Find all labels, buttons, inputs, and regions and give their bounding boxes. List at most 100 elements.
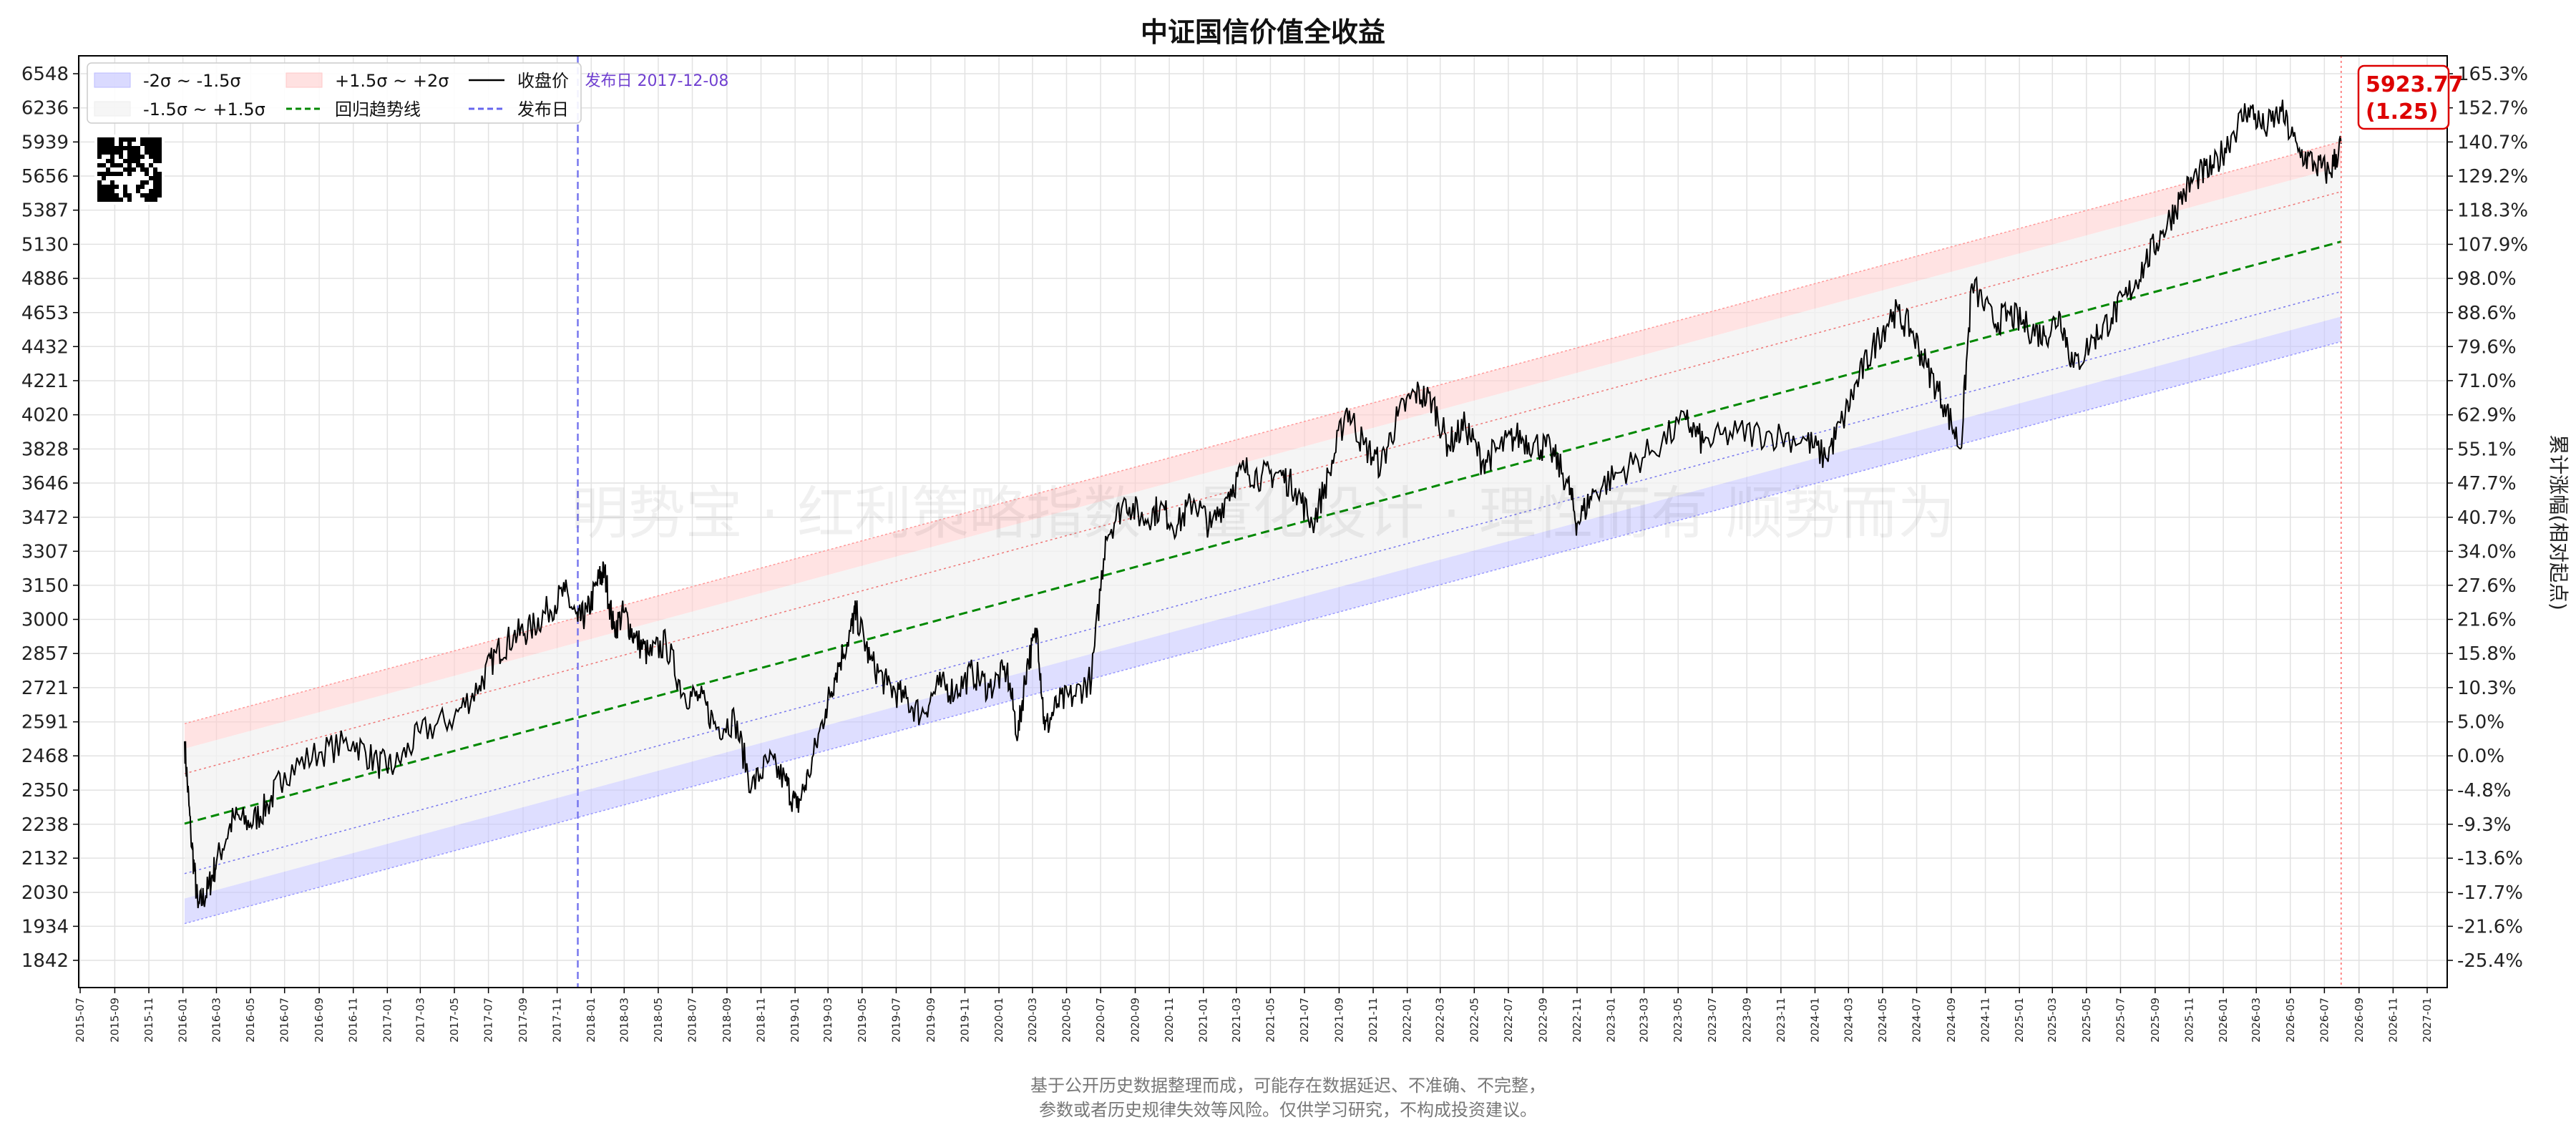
x-tick-label: 2021-09 xyxy=(1332,998,1345,1043)
legend-label: -1.5σ ~ +1.5σ xyxy=(143,99,265,120)
qr-code-cell xyxy=(102,150,106,155)
y-tick-label-left: 5387 xyxy=(21,200,69,222)
qr-code-cell xyxy=(123,167,127,172)
x-tick-label: 2021-07 xyxy=(1298,998,1311,1043)
qr-code-cell xyxy=(132,150,136,155)
qr-code-cell xyxy=(110,163,114,167)
qr-code-cell xyxy=(157,193,162,198)
y-tick-label-left: 3000 xyxy=(21,610,69,631)
trend-line xyxy=(184,240,2342,825)
y-tick-label-right: 15.8% xyxy=(2457,643,2517,665)
qr-code-cell xyxy=(127,142,132,146)
qr-code-cell xyxy=(140,137,145,142)
qr-code-cell xyxy=(102,163,106,167)
x-tick-label: 2019-03 xyxy=(821,998,834,1043)
qr-code-cell xyxy=(123,185,127,189)
qr-code-cell xyxy=(136,163,140,167)
x-tick-label: 2023-01 xyxy=(1605,998,1618,1043)
x-tick-label: 2026-07 xyxy=(2318,998,2331,1043)
y-tick-label-right: 40.7% xyxy=(2457,507,2517,529)
qr-code-cell xyxy=(127,193,132,198)
qr-code-cell xyxy=(149,146,153,150)
y-tick-label-right: 34.0% xyxy=(2457,541,2517,562)
x-tick-label: 2015-11 xyxy=(142,998,155,1043)
y-tick-label-right: -9.3% xyxy=(2457,814,2511,836)
y-tick-label-right: -4.8% xyxy=(2457,780,2511,802)
y-tick-label-right: 165.3% xyxy=(2457,64,2528,85)
qr-code-cell xyxy=(102,176,106,180)
qr-code-cell xyxy=(136,146,140,150)
qr-code-cell xyxy=(127,159,132,163)
x-tick-label: 2018-01 xyxy=(585,998,597,1043)
qr-code-cell xyxy=(145,180,149,185)
y-tick-label-right: 21.6% xyxy=(2457,610,2517,631)
qr-code-cell xyxy=(102,193,106,198)
x-tick-label: 2019-05 xyxy=(856,998,869,1043)
x-tick-label: 2025-07 xyxy=(2114,998,2127,1043)
qr-code-cell xyxy=(110,172,114,176)
y-tick-label-right: 62.9% xyxy=(2457,405,2517,427)
qr-code-cell xyxy=(153,142,157,146)
x-tick-label: 2022-07 xyxy=(1502,998,1515,1043)
qr-code-cell xyxy=(140,185,145,189)
qr-code-cell xyxy=(153,155,157,159)
x-tick-label: 2017-03 xyxy=(414,998,426,1043)
qr-code-icon xyxy=(94,135,165,205)
x-tick-label: 2015-09 xyxy=(108,998,121,1043)
watermark: 明势宝 · 红利策略指数 · 量化设计 · 理性而有 顺势而为 xyxy=(571,480,1955,547)
qr-code-cell xyxy=(157,155,162,159)
x-tick-label: 2025-05 xyxy=(2080,998,2093,1043)
legend-label: 收盘价 xyxy=(517,71,569,91)
y-tick-label-left: 2857 xyxy=(21,643,69,665)
x-tick-label: 2018-03 xyxy=(618,998,630,1043)
qr-code-cell xyxy=(110,137,114,142)
qr-code-cell xyxy=(127,172,132,176)
x-tick-label: 2020-03 xyxy=(1026,998,1039,1043)
qr-code-cell xyxy=(127,163,132,167)
qr-code-cell xyxy=(157,176,162,180)
qr-code-cell xyxy=(97,137,102,142)
qr-code-cell xyxy=(145,146,149,150)
qr-code-cell xyxy=(114,185,119,189)
qr-code-cell xyxy=(149,176,153,180)
qr-code-cell xyxy=(97,172,102,176)
x-tick-label: 2016-11 xyxy=(347,998,360,1043)
plot-frame xyxy=(78,55,2448,988)
qr-code-cell xyxy=(157,142,162,146)
x-tick-label: 2021-11 xyxy=(1367,998,1380,1043)
last-value-text: 5923.77 xyxy=(2366,72,2464,97)
y-tick-label-left: 4020 xyxy=(21,405,69,427)
qr-code-cell xyxy=(140,155,145,159)
x-tick-label: 2026-03 xyxy=(2250,998,2263,1043)
x-tick-label: 2021-05 xyxy=(1264,998,1277,1043)
x-tick-label: 2019-01 xyxy=(789,998,801,1043)
x-tick-label: 2025-03 xyxy=(2046,998,2059,1043)
qr-code-cell xyxy=(157,185,162,189)
qr-code-cell xyxy=(106,142,110,146)
y-tick-label-right: 129.2% xyxy=(2457,166,2528,187)
qr-code-cell xyxy=(153,193,157,198)
x-tick-label: 2017-07 xyxy=(482,998,495,1043)
qr-code-cell xyxy=(123,193,127,198)
qr-code-cell xyxy=(110,159,114,163)
x-tick-label: 2020-01 xyxy=(992,998,1005,1043)
qr-code-cell xyxy=(127,137,132,142)
legend-swatch-band xyxy=(94,101,131,117)
x-tick-label: 2023-09 xyxy=(1740,998,1753,1043)
y-tick-label-right: 107.9% xyxy=(2457,234,2528,255)
qr-code-cell xyxy=(114,146,119,150)
qr-code-cell xyxy=(97,193,102,198)
qr-code-cell xyxy=(157,146,162,150)
x-tick-label: 2022-01 xyxy=(1401,998,1414,1043)
x-tick-label: 2021-01 xyxy=(1197,998,1210,1043)
qr-code-cell xyxy=(119,163,123,167)
y-tick-label-left: 5939 xyxy=(21,132,69,153)
qr-code-cell xyxy=(106,193,110,198)
y-tick-label-left: 2238 xyxy=(21,814,69,836)
y-tick-label-left: 3150 xyxy=(21,575,69,597)
y-tick-label-right: -21.6% xyxy=(2457,916,2523,937)
x-tick-label: 2021-03 xyxy=(1230,998,1243,1043)
qr-code-cell xyxy=(153,185,157,189)
qr-code-cell xyxy=(97,155,102,159)
